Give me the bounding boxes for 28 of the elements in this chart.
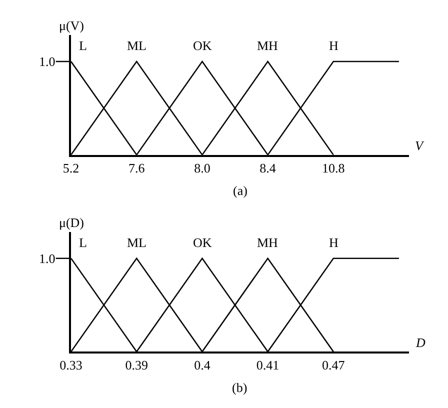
x-tick-label: 0.39 — [125, 357, 148, 372]
x-tick-label: 8.0 — [194, 160, 210, 176]
x-tick-label: 7.6 — [128, 160, 146, 176]
text: 1.0 — [39, 251, 56, 266]
text: (a) — [233, 183, 248, 198]
y-axis-title: μ(D) — [59, 215, 84, 230]
x-axis-title: V — [415, 138, 425, 153]
series-label: OK — [193, 38, 212, 53]
y-axis-title: μ(V) — [59, 18, 84, 33]
text: 1.0 — [39, 54, 56, 69]
text: (b) — [232, 380, 248, 395]
series-label: MH — [257, 235, 278, 250]
x-tick-label: 10.8 — [322, 160, 345, 176]
series-label: ML — [127, 235, 147, 250]
x-tick-label: 8.4 — [260, 160, 276, 176]
series-label: MH — [257, 38, 278, 53]
x-tick-label: 0.33 — [60, 357, 82, 372]
series-label: ML — [127, 38, 147, 53]
x-tick-label: 0.47 — [322, 357, 346, 372]
x-axis-title: D — [415, 335, 426, 350]
series-label: L — [79, 235, 87, 250]
series-label: H — [329, 235, 338, 250]
series-label: OK — [193, 235, 212, 250]
x-tick-label: 5.2 — [62, 160, 80, 176]
x-tick-label: 0.4 — [194, 357, 211, 372]
series-label: L — [79, 38, 87, 53]
x-tick-label: 0.41 — [256, 357, 280, 372]
series-label: H — [329, 38, 338, 53]
